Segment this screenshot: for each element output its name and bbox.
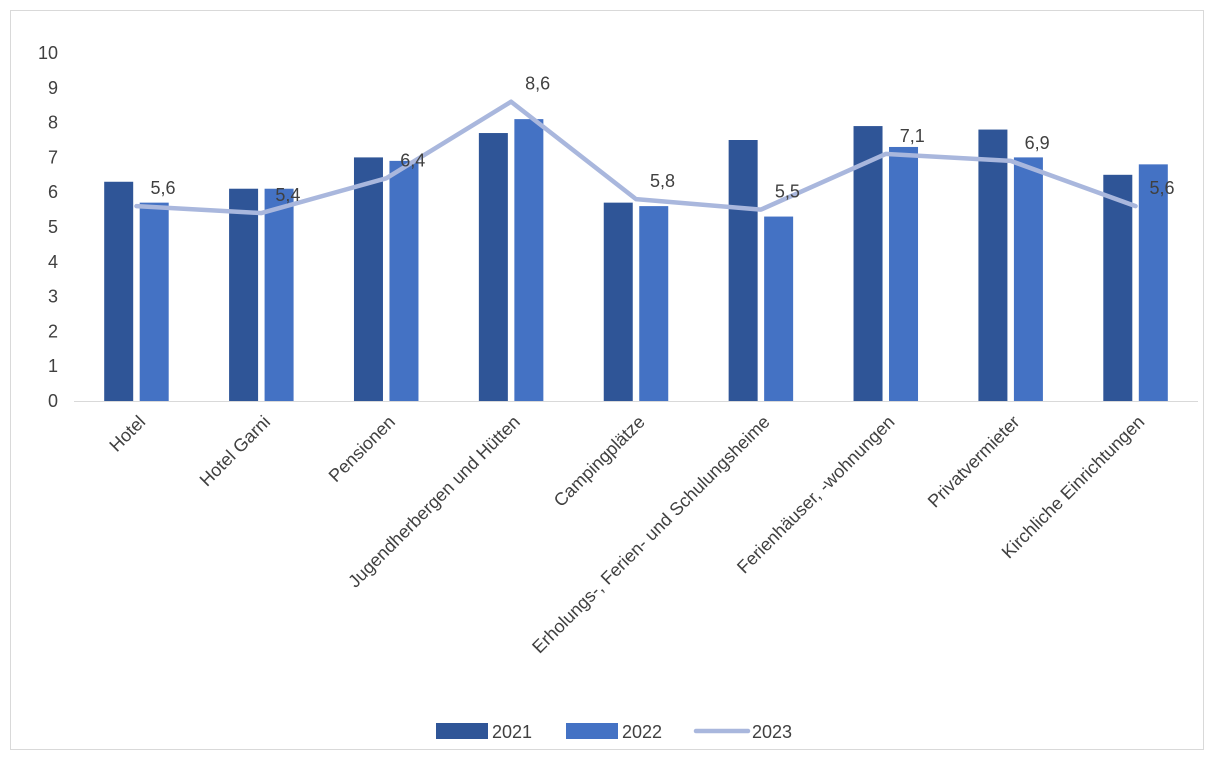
data-label-2023: 5,4 <box>275 185 300 205</box>
data-label-2023: 5,8 <box>650 171 675 191</box>
bar-2021-6 <box>853 126 883 401</box>
x-category-label: Hotel Garni <box>196 412 275 491</box>
bar-2022-1 <box>264 188 294 401</box>
bar-2021-1 <box>229 188 259 401</box>
y-tick-label: 5 <box>48 217 58 237</box>
y-tick-label: 7 <box>48 147 58 167</box>
legend-swatch-2021 <box>436 723 488 739</box>
x-category-label: Erholungs-, Ferien- und Schulungsheime <box>528 412 773 657</box>
line-series-group <box>134 99 1138 216</box>
data-labels-group: 5,6 5,4 6,4 8,6 5,8 5,5 7,1 6,9 5,6 <box>150 74 1174 205</box>
bar-2022-4 <box>639 206 669 401</box>
data-label-2023: 5,5 <box>775 182 800 202</box>
bar-2021-2 <box>353 157 383 401</box>
bar-2021-3 <box>478 133 508 402</box>
y-tick-label: 3 <box>48 287 58 307</box>
y-tick-label: 6 <box>48 182 58 202</box>
y-tick-label: 2 <box>48 321 58 341</box>
bar-2022-5 <box>764 216 794 401</box>
bar-2021-4 <box>603 202 633 401</box>
x-category-label: Kirchliche Einrichtungen <box>998 412 1149 563</box>
legend-swatch-2022 <box>566 723 618 739</box>
x-category-label: Pensionen <box>325 412 399 486</box>
legend-label-2022: 2022 <box>622 722 662 742</box>
data-label-2023: 5,6 <box>1150 178 1175 198</box>
data-label-2023: 8,6 <box>525 74 550 94</box>
x-axis: Hotel Hotel Garni PensionenJugendherbergen… <box>74 401 1198 657</box>
x-category-label: Privatvermieter <box>924 412 1024 512</box>
bar-2022-8 <box>1138 164 1168 401</box>
legend: 2021 2022 2023 <box>436 722 792 742</box>
y-tick-label: 1 <box>48 356 58 376</box>
y-tick-label: 0 <box>48 391 58 411</box>
x-category-label: Hotel <box>105 412 149 456</box>
bar-2022-7 <box>1013 157 1043 401</box>
data-label-2023: 6,4 <box>400 150 425 170</box>
bar-2022-6 <box>889 146 919 401</box>
legend-label-2021: 2021 <box>492 722 532 742</box>
x-category-label: Campingplätze <box>550 412 649 511</box>
bar-2022-2 <box>389 160 419 401</box>
y-tick-label: 9 <box>48 78 58 98</box>
bar-2021-0 <box>104 181 134 401</box>
y-tick-label: 4 <box>48 252 58 272</box>
data-label-2023: 5,6 <box>150 178 175 198</box>
data-label-2023: 6,9 <box>1025 133 1050 153</box>
bar-2022-0 <box>139 202 169 401</box>
legend-label-2023: 2023 <box>752 722 792 742</box>
data-label-2023: 7,1 <box>900 126 925 146</box>
line-2023 <box>134 99 1138 216</box>
bar-2021-8 <box>1103 174 1133 401</box>
y-axis: 0 1 2 3 4 5 6 7 8 9 10 <box>38 43 58 411</box>
bar-series-group <box>104 119 1168 402</box>
y-tick-label: 10 <box>38 43 58 63</box>
y-tick-label: 8 <box>48 113 58 133</box>
bar-2021-7 <box>978 129 1008 401</box>
bar-2021-5 <box>728 140 758 401</box>
bar-2022-3 <box>514 119 544 402</box>
